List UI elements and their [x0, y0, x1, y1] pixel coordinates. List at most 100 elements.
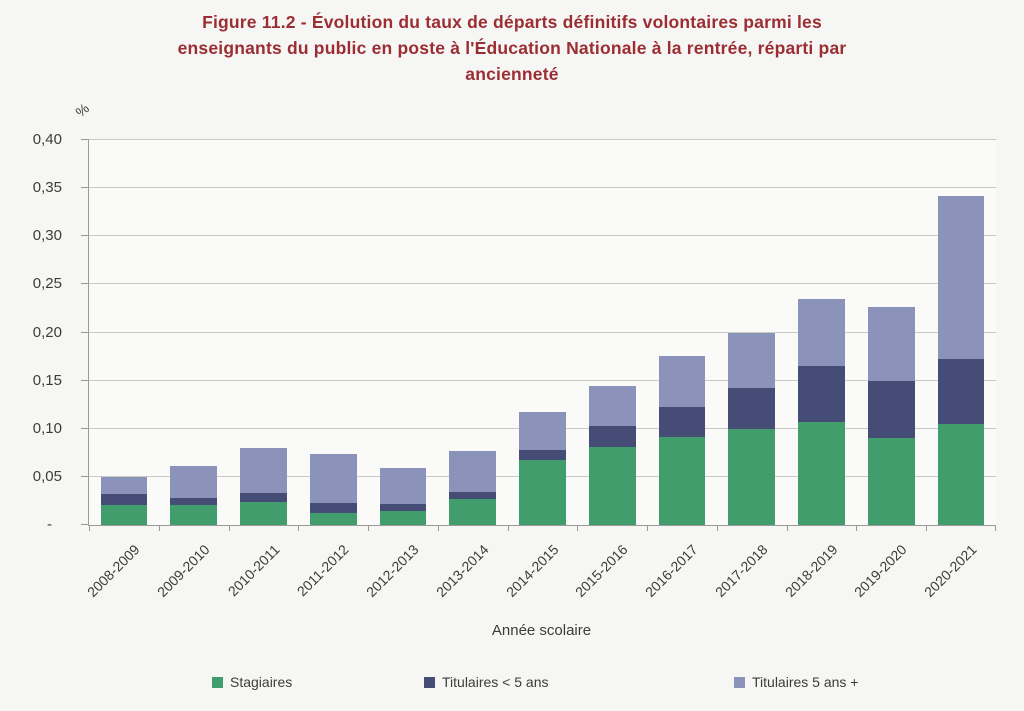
gridline: [89, 235, 996, 237]
y-axis-tick: [81, 235, 89, 237]
bar-segment-titulaires-5-ans: [798, 366, 845, 423]
y-axis-tick-labels: - 0,05 0,10 0,15 0,20 0,25 0,30 0,35 0,40: [0, 131, 80, 533]
plot-area: [81, 139, 996, 531]
x-axis-tick: [856, 525, 858, 531]
bar-slot: [438, 140, 508, 525]
bar-segment-stagiaires: [379, 510, 427, 525]
y-tick-label: 0,40: [32, 131, 62, 148]
y-axis-tick: [81, 283, 89, 285]
bar-segment-titulaires-5-ans: [658, 406, 706, 438]
bar-2008-2009: [100, 140, 148, 525]
bar-2020-2021: [937, 140, 985, 525]
legend-swatch-icon: [734, 676, 745, 688]
y-tick-label: 0,05: [32, 467, 62, 485]
y-axis-tick: [81, 379, 89, 381]
bar-segment-titulaires-5-ans: [588, 425, 636, 448]
legend-item-stagiaires: Stagiaires: [212, 674, 292, 690]
y-tick-label: 0,35: [32, 179, 62, 197]
gridline: [89, 331, 996, 333]
bar-segment-titulaires-5-ans: [728, 332, 776, 389]
gridline: [89, 283, 996, 285]
bar-segment-titulaires-5-ans: [867, 380, 915, 439]
bar-segment-stagiaires: [728, 428, 776, 525]
y-axis-tick: [81, 475, 89, 477]
y-axis-tick: [81, 331, 89, 333]
bar-segment-titulaires-5-ans: [519, 449, 566, 460]
bar-segment-stagiaires: [100, 504, 148, 525]
bar-2018-2019: [798, 140, 845, 525]
bar-segment-stagiaires: [170, 504, 217, 525]
bar-2009-2010: [170, 140, 217, 525]
x-axis-tick: [437, 525, 439, 531]
bar-segment-stagiaires: [449, 499, 497, 525]
y-tick-label: 0,15: [32, 371, 62, 389]
bar-segment-titulaires-5-ans: [170, 498, 217, 505]
legend-swatch-icon: [212, 676, 223, 688]
bar-slot: [159, 140, 229, 525]
bar-slot: [647, 140, 717, 525]
bar-segment-stagiaires: [658, 437, 706, 525]
y-tick-label: 0,30: [32, 227, 62, 245]
bar-segment-titulaires-5-ans: [100, 476, 148, 495]
bar-slot: [508, 140, 578, 525]
x-axis-tick: [89, 525, 90, 531]
bar-segment-stagiaires: [519, 459, 566, 525]
y-axis-tick: [81, 427, 89, 429]
gridline: [89, 379, 996, 381]
bar-slot: [926, 140, 996, 525]
bar-segment-titulaires-5-ans: [379, 503, 427, 511]
bar-2012-2013: [379, 140, 427, 525]
bar-slot: [577, 140, 647, 525]
gridline: [89, 139, 996, 140]
legend-item-titulaires-5-ans: Titulaires 5 ans +: [734, 674, 858, 690]
bar-segment-titulaires-5-ans: [867, 306, 915, 381]
y-axis-tick: [81, 187, 89, 189]
x-axis-tick: [577, 525, 579, 531]
bar-segment-stagiaires: [798, 422, 845, 525]
bar-segment-titulaires-5-ans: [449, 492, 497, 500]
bar-segment-stagiaires: [937, 423, 985, 525]
figure-title-line-3: ancienneté: [465, 64, 559, 84]
figure-title-line-2: enseignants du public en poste à l'Éduca…: [177, 38, 847, 58]
bar-segment-titulaires-5-ans: [309, 453, 357, 503]
bar-segment-titulaires-5-ans: [728, 388, 776, 429]
bar-slot: [368, 140, 438, 525]
y-axis-tick: [81, 524, 89, 525]
bar-segment-stagiaires: [240, 501, 287, 525]
x-axis-title: Année scolaire: [491, 622, 592, 639]
bar-segment-titulaires-5-ans: [240, 493, 287, 502]
bar-2017-2018: [728, 140, 776, 525]
bar-2013-2014: [449, 140, 497, 525]
bar-slot: [89, 140, 159, 525]
bar-2010-2011: [240, 140, 287, 525]
bar-segment-stagiaires: [309, 513, 357, 525]
gridline: [89, 187, 996, 189]
x-axis-tick: [995, 525, 996, 531]
x-axis-tick: [716, 525, 718, 531]
bar-segment-titulaires-5-ans: [519, 412, 566, 450]
legend-label: Titulaires 5 ans +: [752, 674, 859, 690]
bar-segment-titulaires-5-ans: [449, 450, 497, 493]
legend-swatch-icon: [424, 676, 435, 688]
bar-2011-2012: [309, 140, 357, 525]
bar-segment-stagiaires: [588, 447, 636, 525]
bar-slot: [856, 140, 926, 525]
x-axis-tick: [786, 525, 788, 531]
bar-slot: [787, 140, 857, 525]
y-tick-label: 0,10: [32, 419, 62, 437]
bar-2015-2016: [588, 140, 636, 525]
bar-segment-titulaires-5-ans: [937, 195, 985, 360]
bar-slot: [298, 140, 368, 525]
figure-title-line-1: Figure 11.2 - Évolution du taux de dépar…: [202, 12, 822, 32]
legend-item-titulaires-5-ans: Titulaires < 5 ans: [424, 674, 548, 690]
y-axis-tick: [81, 139, 89, 140]
bar-2016-2017: [658, 140, 706, 525]
y-tick-label: 0,25: [32, 275, 62, 293]
bar-segment-titulaires-5-ans: [100, 494, 148, 505]
x-axis-tick: [926, 525, 928, 531]
x-axis-tick: [647, 525, 649, 531]
x-axis-tick: [158, 525, 160, 531]
y-tick-label: -: [47, 516, 52, 533]
